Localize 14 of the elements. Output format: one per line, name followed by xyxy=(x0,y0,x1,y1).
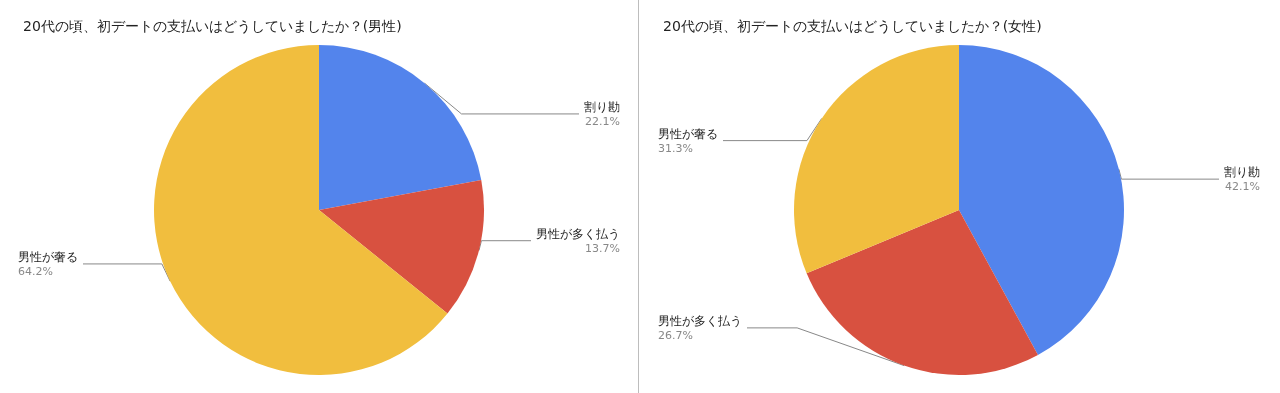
slice-label: 男性が多く払う xyxy=(536,226,620,241)
data-label: 13.7% xyxy=(585,241,620,255)
slice-label: 男性が奢る xyxy=(658,126,718,141)
slice-label: 男性が多く払う xyxy=(658,313,742,328)
slice-label: 割り勘 xyxy=(1224,165,1260,180)
data-label: 31.3% xyxy=(658,141,693,155)
chart-title: 20代の頃、初デートの支払いはどうしていましたか？(男性) xyxy=(23,18,402,34)
slice-label: 割り勘 xyxy=(584,99,620,114)
data-label: 22.1% xyxy=(585,114,620,128)
data-label: 26.7% xyxy=(658,328,693,342)
slice-label: 男性が奢る xyxy=(18,249,78,264)
data-label: 42.1% xyxy=(1225,180,1260,194)
chart-title: 20代の頃、初デートの支払いはどうしていましたか？(女性) xyxy=(663,18,1042,34)
data-label: 64.2% xyxy=(18,264,53,278)
